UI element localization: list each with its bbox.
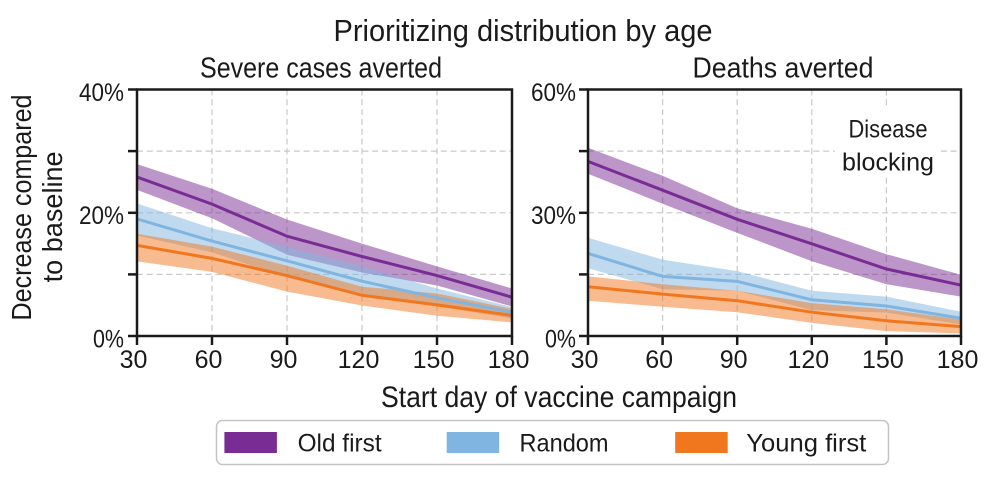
svg-text:90: 90: [720, 346, 748, 374]
svg-text:Decrease compared: Decrease compared: [6, 95, 37, 321]
svg-text:Random: Random: [520, 430, 609, 458]
svg-text:90: 90: [270, 346, 298, 374]
svg-text:to baseline: to baseline: [37, 151, 68, 282]
svg-text:120: 120: [338, 346, 380, 374]
svg-text:0%: 0%: [93, 326, 124, 354]
svg-text:Start day of vaccine campaign: Start day of vaccine campaign: [381, 381, 737, 414]
svg-text:0%: 0%: [545, 326, 576, 354]
svg-text:20%: 20%: [79, 202, 124, 230]
svg-text:150: 150: [413, 346, 455, 374]
svg-text:180: 180: [488, 346, 530, 374]
svg-text:150: 150: [862, 346, 904, 374]
svg-text:Prioritizing distribution by a: Prioritizing distribution by age: [334, 13, 713, 48]
svg-text:30: 30: [571, 346, 599, 374]
svg-text:blocking: blocking: [842, 149, 934, 177]
svg-text:Disease: Disease: [849, 116, 928, 144]
svg-text:Deaths averted: Deaths averted: [693, 53, 874, 85]
svg-text:180: 180: [937, 346, 979, 374]
svg-text:Old first: Old first: [298, 430, 382, 458]
svg-text:40%: 40%: [79, 79, 124, 107]
svg-text:60: 60: [645, 346, 673, 374]
svg-text:60%: 60%: [531, 79, 576, 107]
svg-text:Severe cases averted: Severe cases averted: [200, 53, 442, 85]
svg-text:30%: 30%: [531, 202, 576, 230]
svg-text:Young first: Young first: [746, 430, 866, 458]
svg-text:30: 30: [120, 346, 148, 374]
svg-text:120: 120: [787, 346, 829, 374]
svg-text:60: 60: [195, 346, 223, 374]
